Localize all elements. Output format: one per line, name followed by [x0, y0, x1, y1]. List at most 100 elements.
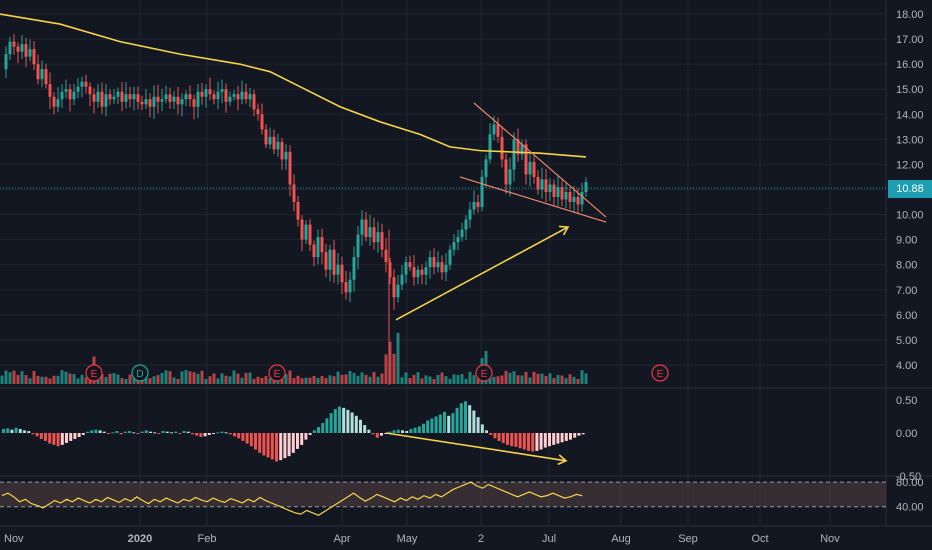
momentum-bar: [191, 433, 194, 435]
time-axis-tick-label: 2020: [128, 533, 152, 545]
momentum-bar: [321, 423, 325, 433]
candle-body: [296, 202, 300, 220]
momentum-bar: [170, 432, 173, 434]
momentum-bar: [258, 433, 262, 453]
marker-circle: [85, 364, 103, 382]
candle-body: [560, 186, 564, 200]
volume-bar: [124, 378, 128, 384]
momentum-bar: [367, 429, 371, 433]
volume-bar: [308, 377, 312, 384]
volume-bar: [336, 371, 340, 384]
oscillator-axis-tick-label: 40.00: [896, 502, 924, 514]
price-divergence-arrow: [395, 226, 569, 321]
volume-bar: [44, 376, 48, 384]
volume-bar: [48, 378, 52, 384]
price-axis-tick-label: 7.00: [896, 285, 917, 297]
momentum-bar: [81, 433, 85, 435]
momentum-bar: [333, 409, 337, 433]
momentum-bar: [10, 429, 14, 433]
volume-bar: [212, 373, 216, 384]
momentum-bar: [325, 418, 329, 433]
momentum-axis-tick-label: 0.00: [896, 428, 917, 440]
candle-body: [44, 69, 48, 85]
momentum-bar: [157, 433, 161, 434]
volume-bar: [568, 374, 572, 384]
volume-bar: [284, 374, 288, 384]
candle-body: [348, 279, 352, 293]
momentum-divergence-arrow: [385, 432, 567, 462]
volume-bar: [392, 353, 396, 384]
volume-bar: [376, 376, 380, 384]
momentum-bar: [510, 433, 514, 447]
earnings-marker[interactable]: E: [475, 364, 493, 382]
volume-bar: [504, 370, 508, 384]
volume-bar: [472, 375, 476, 384]
momentum-bar: [241, 433, 245, 441]
volume-bar: [208, 376, 212, 384]
momentum-bar: [396, 429, 400, 433]
volume-bar: [448, 378, 452, 384]
momentum-bar: [44, 433, 47, 441]
candle-body: [160, 99, 164, 102]
volume-bar: [172, 377, 176, 384]
volume-bar: [128, 374, 132, 384]
candle-body: [420, 269, 424, 275]
momentum-bar: [543, 433, 547, 448]
momentum-bar: [489, 433, 493, 435]
momentum-bar: [401, 430, 404, 433]
momentum-bar: [69, 433, 73, 441]
volume-bar: [564, 378, 568, 384]
volume-bar: [532, 371, 536, 384]
candle-body: [452, 242, 456, 250]
candle-body: [216, 91, 220, 100]
marker-label: D: [136, 369, 143, 380]
volume-bar: [28, 378, 32, 384]
volume-bar: [516, 375, 520, 384]
momentum-bar: [153, 432, 157, 434]
momentum-bar: [338, 406, 341, 433]
oscillator-axis-tick-label: 80.00: [896, 477, 924, 489]
momentum-bar: [455, 407, 459, 433]
volume-bar: [304, 377, 308, 384]
volume-bar: [204, 378, 208, 384]
momentum-bar: [539, 433, 543, 450]
momentum-bar: [447, 415, 451, 433]
momentum-bar: [123, 431, 127, 433]
volume-bar: [408, 378, 412, 384]
price-axis-tick-label: 13.00: [896, 134, 924, 146]
earnings-marker[interactable]: E: [268, 364, 286, 382]
volume-bar: [12, 370, 16, 384]
momentum-bar: [31, 433, 35, 435]
volume-bar: [36, 375, 40, 384]
earnings-marker[interactable]: E: [651, 364, 669, 382]
candle-body: [436, 262, 440, 268]
momentum-bar: [317, 427, 320, 433]
candle-body: [80, 81, 84, 87]
momentum-bar: [451, 413, 455, 433]
dividend-marker[interactable]: D: [131, 364, 149, 382]
wedge-upper-line: [473, 102, 607, 218]
volume-bar: [52, 375, 56, 384]
volume-bar: [548, 373, 552, 384]
momentum-bar: [346, 409, 350, 433]
marker-label: E: [657, 369, 664, 380]
momentum-bar: [308, 433, 312, 435]
candle-body: [240, 91, 244, 100]
momentum-bar: [350, 412, 354, 433]
volume-bar: [80, 374, 84, 384]
candle-body: [516, 139, 520, 155]
candle-body: [320, 237, 324, 253]
candle-body: [148, 99, 152, 107]
momentum-bar: [228, 433, 232, 435]
volume-bar: [360, 372, 364, 384]
candle-body: [108, 94, 112, 100]
candle-body: [136, 94, 140, 102]
volume-bar: [64, 371, 68, 384]
momentum-bar: [434, 416, 438, 433]
earnings-marker[interactable]: E: [85, 364, 103, 382]
candle-body: [88, 86, 92, 95]
volume-bar: [216, 378, 220, 384]
momentum-bar: [438, 414, 442, 433]
volume-bar: [240, 377, 244, 384]
